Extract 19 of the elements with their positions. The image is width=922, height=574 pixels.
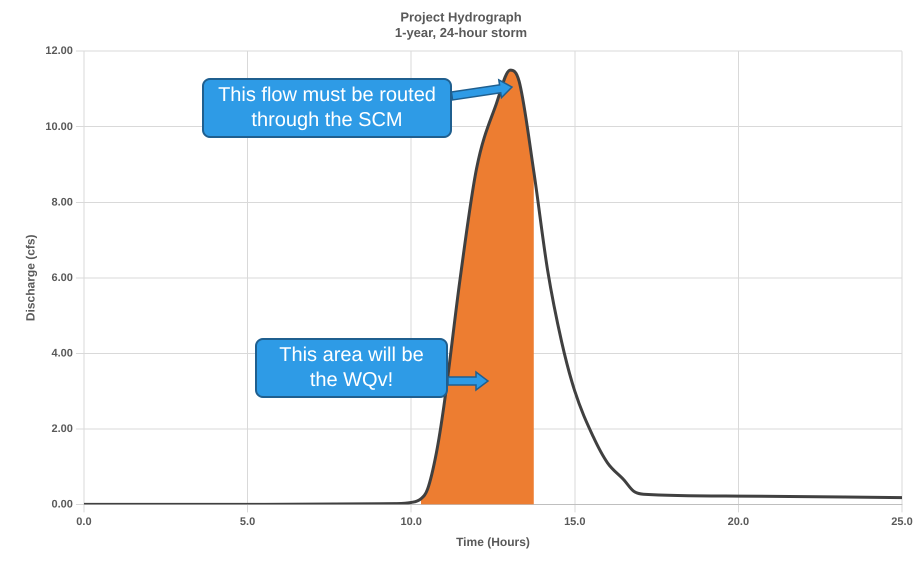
y-tick-label: 0.00 — [52, 498, 73, 510]
y-tick-label: 4.00 — [52, 347, 73, 360]
y-tick-label: 10.00 — [45, 120, 73, 133]
y-tick-label: 6.00 — [52, 272, 73, 284]
y-axis-title: Discharge (cfs) — [24, 234, 38, 322]
x-tick-label: 5.0 — [240, 516, 256, 528]
x-tick-label: 0.0 — [76, 516, 92, 528]
annotation: This flow must be routed through the SCM — [202, 78, 452, 138]
x-tick-label: 20.0 — [728, 516, 750, 528]
x-tick-label: 25.0 — [891, 516, 913, 528]
x-tick-label: 15.0 — [564, 516, 586, 528]
x-tick-label: 10.0 — [400, 516, 422, 528]
chart-title: Project Hydrograph — [400, 9, 522, 24]
y-tick-label: 2.00 — [52, 422, 73, 435]
chart-subtitle: 1-year, 24-hour storm — [394, 24, 528, 40]
x-axis-title: Time (Hours) — [456, 535, 530, 550]
annotation: This area will be the WQv! — [255, 338, 448, 398]
y-tick-label: 8.00 — [52, 196, 73, 208]
y-tick-label: 12.00 — [45, 45, 73, 58]
